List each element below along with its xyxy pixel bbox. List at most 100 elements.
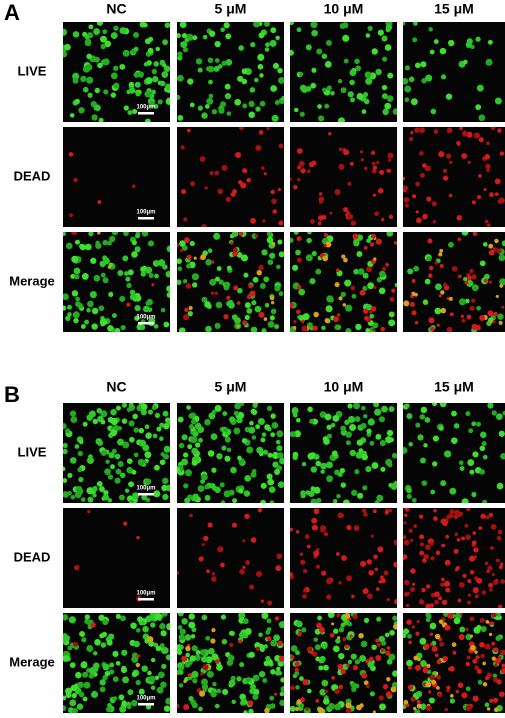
dead-cell	[458, 511, 464, 516]
dead-cell	[266, 127, 270, 131]
live-cell	[212, 681, 217, 687]
live-cell	[274, 100, 280, 105]
live-cell	[154, 464, 160, 471]
dead-cell	[344, 644, 349, 649]
dead-cell	[500, 667, 505, 674]
live-cell	[249, 688, 255, 695]
scale-bar-label: 100μm	[136, 486, 155, 492]
live-cell	[214, 276, 220, 282]
live-cell	[161, 71, 169, 78]
live-cell	[375, 68, 382, 76]
dead-cell	[457, 237, 462, 242]
live-cell	[244, 314, 250, 321]
dead-cell	[136, 654, 141, 658]
live-cell	[279, 457, 284, 465]
live-cell	[224, 83, 231, 90]
live-cell	[79, 630, 85, 637]
dead-cell	[258, 311, 265, 318]
live-cell	[150, 622, 156, 628]
cells	[177, 22, 284, 122]
dead-cell	[494, 238, 499, 244]
dead-cell	[369, 242, 374, 247]
live-cell	[131, 469, 137, 475]
dead-cell	[368, 656, 374, 662]
live-cell	[230, 466, 237, 474]
live-cell	[422, 299, 429, 305]
dead-cell	[470, 645, 476, 651]
dead-cell	[338, 580, 342, 585]
dead-cell	[474, 650, 478, 654]
live-cell	[428, 27, 433, 32]
live-cell	[378, 270, 386, 278]
live-cell	[350, 682, 357, 689]
dead-cell	[290, 685, 295, 691]
live-cell	[419, 414, 426, 420]
dead-cell	[500, 579, 505, 584]
dead-cell	[380, 577, 386, 584]
live-cell	[216, 453, 223, 460]
live-cell	[177, 51, 183, 57]
dead-cell	[489, 698, 494, 703]
dead-cell	[472, 531, 476, 535]
dead-cell	[494, 192, 499, 197]
dead-cell	[256, 571, 263, 578]
live-cell	[461, 232, 469, 236]
live-cell	[123, 271, 129, 276]
live-cell	[295, 249, 301, 256]
live-cell	[259, 283, 266, 289]
dead-cell	[368, 570, 375, 576]
dead-cell	[422, 558, 427, 563]
live-cell	[458, 460, 464, 466]
dead-cell	[408, 528, 413, 534]
dead-cell	[184, 307, 189, 313]
dead-cell	[375, 655, 382, 661]
live-cell	[324, 61, 332, 68]
live-cell	[403, 633, 407, 639]
live-cell	[245, 677, 252, 683]
live-cell	[160, 630, 167, 637]
dead-cell	[341, 555, 347, 561]
live-cell	[96, 407, 102, 414]
scale-bar-label: 100μm	[136, 105, 155, 111]
dead-cell	[313, 311, 319, 318]
live-cell	[78, 476, 84, 483]
live-cell	[354, 659, 361, 665]
dead-cell	[290, 655, 295, 660]
live-cell	[153, 104, 159, 109]
live-cell	[420, 61, 427, 68]
live-cell	[208, 647, 215, 655]
dead-cell	[266, 636, 272, 642]
dead-cell	[247, 700, 254, 706]
live-cell	[274, 468, 281, 475]
dead-cell	[489, 319, 494, 324]
live-cell	[484, 702, 490, 708]
dead-cell	[322, 255, 329, 262]
dead-cell	[416, 703, 422, 709]
live-cell	[276, 445, 283, 452]
live-cell	[204, 494, 211, 501]
live-cell	[449, 698, 455, 704]
dead-cell	[203, 535, 209, 541]
dead-cell	[382, 684, 389, 690]
live-cell	[195, 442, 201, 448]
dead-cell	[479, 617, 485, 623]
live-cell	[119, 705, 127, 713]
live-cell	[152, 76, 159, 83]
micrograph	[63, 127, 170, 227]
live-cell	[296, 417, 301, 423]
live-cell	[69, 662, 76, 669]
live-cell	[292, 451, 299, 458]
live-cell	[339, 467, 346, 474]
dead-cell	[318, 626, 325, 633]
live-cell	[290, 705, 296, 712]
live-cell	[347, 659, 353, 665]
live-cell	[225, 33, 232, 40]
live-cell	[192, 678, 198, 684]
live-cell	[318, 665, 324, 671]
dead-cell	[421, 587, 426, 593]
live-cell	[371, 48, 378, 55]
live-cell	[183, 483, 189, 489]
dead-cell	[469, 616, 475, 622]
live-cell	[424, 416, 431, 423]
live-cell	[67, 304, 72, 310]
